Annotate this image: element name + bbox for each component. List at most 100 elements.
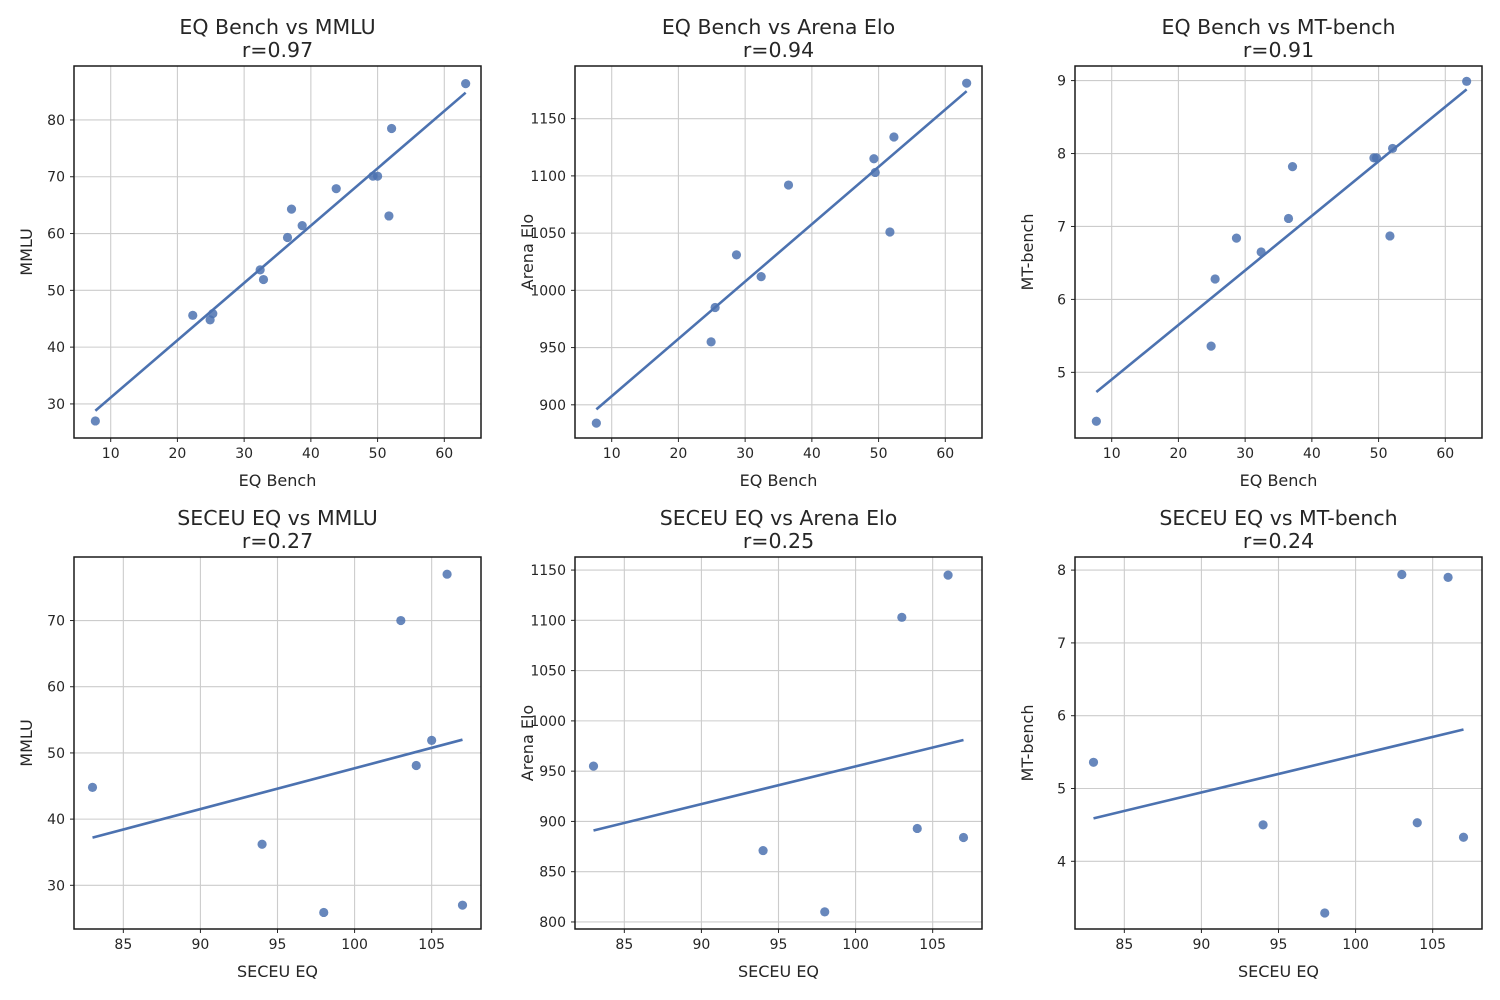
data-point: [297, 220, 307, 231]
y-tick-label: 8: [1057, 563, 1066, 579]
data-point: [188, 310, 198, 320]
y-tick-label: 5: [1057, 365, 1066, 381]
y-tick-label: 4: [1057, 854, 1066, 870]
data-point: [731, 250, 742, 260]
y-tick-label: 900: [539, 814, 566, 830]
data-point: [1206, 341, 1216, 351]
x-tick-label: 60: [936, 446, 954, 462]
x-tick-label: 40: [1303, 446, 1321, 462]
data-point: [1371, 153, 1382, 163]
chart-title: SECEU EQ vs MT-bench: [1159, 506, 1397, 530]
x-tick-label: 95: [1270, 937, 1288, 953]
data-point: [710, 302, 720, 313]
chart-title: SECEU EQ vs Arena Elo: [660, 506, 898, 530]
y-tick-label: 950: [539, 764, 566, 780]
y-tick-label: 1000: [530, 714, 566, 730]
x-tick-label: 20: [670, 446, 688, 462]
y-tick-label: 1100: [530, 613, 566, 629]
x-tick-label: 95: [269, 937, 287, 953]
data-point: [386, 123, 397, 134]
data-point: [257, 839, 267, 849]
data-point: [87, 782, 98, 792]
data-point: [885, 227, 895, 237]
correlation-label: r=0.27: [242, 529, 313, 553]
scatter-panel-4: 85 90 95 100 105 30 40 50 60 70 SECEU EQ vs MMLUr=…: [17, 506, 482, 981]
x-axis-label: EQ Bench: [740, 471, 818, 490]
x-tick-label: 90: [192, 937, 210, 953]
x-tick-label: 105: [919, 937, 946, 953]
y-tick-label: 50: [47, 283, 65, 299]
data-point: [912, 823, 922, 834]
x-tick-label: 60: [435, 446, 453, 462]
data-point: [958, 832, 969, 843]
x-axis-label: EQ Bench: [239, 471, 317, 490]
y-tick-label: 1000: [530, 283, 566, 299]
y-tick-label: 800: [539, 915, 566, 931]
data-point: [889, 132, 899, 142]
data-point: [319, 907, 329, 918]
y-axis-label: MT-bench: [1018, 705, 1037, 782]
y-tick-label: 900: [539, 398, 566, 414]
x-tick-label: 10: [603, 446, 621, 462]
y-tick-label: 60: [47, 680, 65, 696]
y-axis-label: MMLU: [17, 719, 36, 766]
x-tick-label: 105: [1419, 937, 1446, 953]
data-point: [384, 211, 394, 221]
x-axis-label: SECEU EQ: [237, 962, 318, 981]
x-tick-label: 30: [235, 446, 253, 462]
y-tick-label: 1100: [530, 169, 566, 185]
y-tick-label: 40: [47, 340, 65, 356]
y-tick-label: 30: [47, 397, 65, 413]
data-point: [1385, 231, 1395, 241]
x-axis-label: SECEU EQ: [738, 962, 819, 981]
data-point: [943, 570, 953, 580]
data-point: [258, 274, 269, 285]
y-tick-label: 850: [539, 865, 566, 881]
x-tick-label: 30: [736, 446, 754, 462]
data-point: [962, 78, 972, 88]
x-tick-label: 50: [1370, 446, 1388, 462]
data-point: [331, 184, 341, 194]
regression-line: [92, 738, 463, 839]
x-tick-label: 85: [615, 937, 633, 953]
data-point: [1210, 274, 1220, 284]
data-point: [1462, 76, 1472, 86]
plot-frame: [73, 556, 482, 930]
data-point: [1256, 247, 1266, 257]
data-point: [1443, 572, 1453, 582]
data-point: [396, 615, 406, 626]
plot-frame: [1074, 65, 1483, 439]
data-point: [1231, 233, 1242, 243]
y-tick-label: 5: [1057, 781, 1066, 797]
data-point: [90, 416, 100, 426]
regression-line: [593, 738, 964, 832]
y-tick-label: 70: [47, 614, 65, 630]
x-tick-label: 85: [1115, 937, 1133, 953]
y-axis-label: MMLU: [17, 228, 36, 275]
data-point: [372, 171, 383, 181]
data-point: [286, 204, 297, 214]
y-tick-label: 50: [47, 746, 65, 762]
y-tick-label: 7: [1057, 636, 1066, 652]
scatter-panel-3: 10 20 30 40 50 60 5 6 7 8 9 EQ Bench vs MT-benchr=0…: [1018, 15, 1483, 490]
plot-frame: [73, 65, 482, 439]
x-tick-label: 40: [302, 446, 320, 462]
data-point: [591, 418, 601, 428]
data-point: [1258, 820, 1268, 830]
data-point: [870, 167, 880, 178]
data-point: [869, 154, 879, 164]
x-tick-label: 100: [842, 937, 869, 953]
data-point: [282, 232, 293, 243]
y-axis-label: Arena Elo: [518, 214, 537, 290]
y-tick-label: 1050: [530, 664, 566, 680]
y-axis-label: Arena Elo: [518, 705, 537, 781]
x-tick-label: 90: [693, 937, 711, 953]
correlation-label: r=0.94: [743, 38, 814, 62]
x-tick-label: 85: [114, 937, 132, 953]
data-point: [442, 569, 452, 579]
scatter-panel-6: 85 90 95 100 105 4 5 6 7 8 SECEU EQ vs MT-benchr=0…: [1018, 506, 1483, 981]
x-tick-label: 40: [803, 446, 821, 462]
chart-title: EQ Bench vs Arena Elo: [662, 15, 895, 39]
